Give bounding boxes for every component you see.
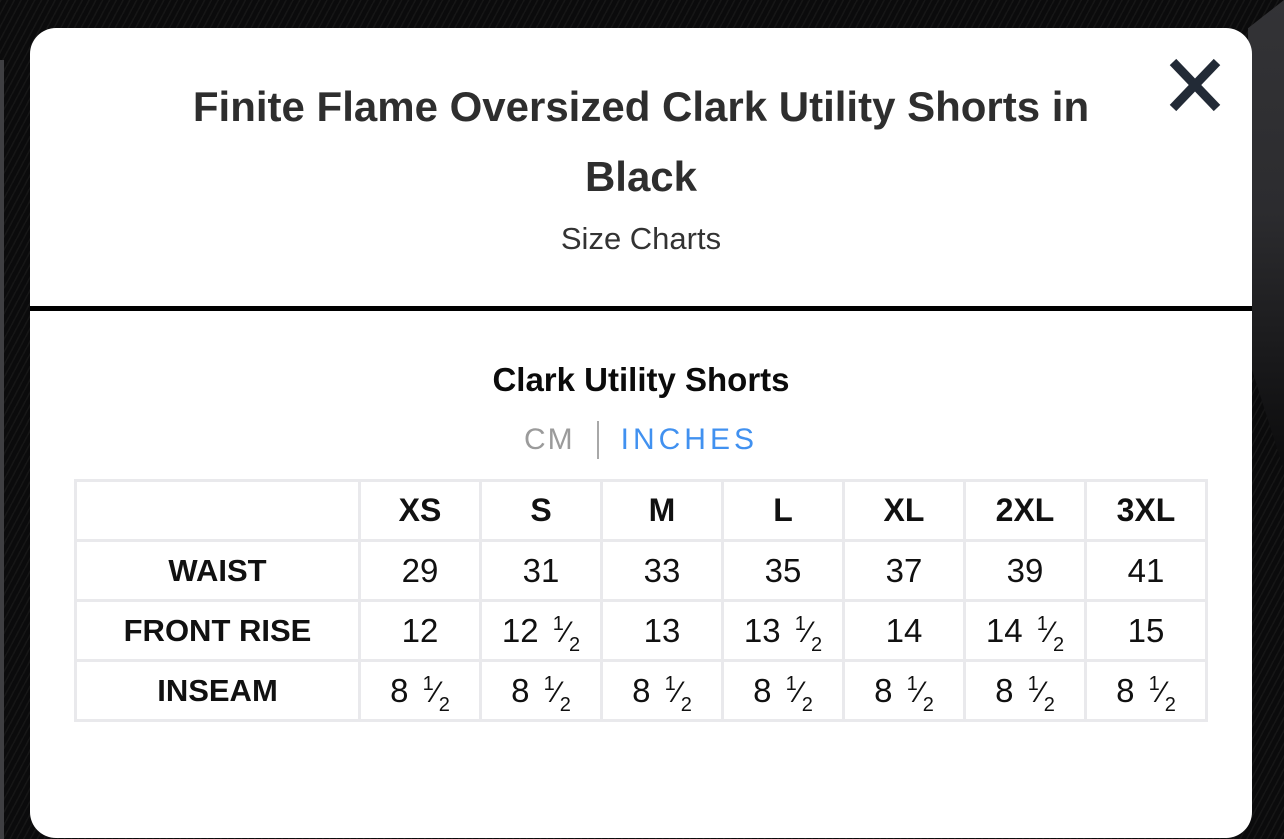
size-cell: 8 1⁄2 [482, 662, 600, 719]
unit-option-cm[interactable]: CM [523, 423, 575, 456]
modal-subtitle: Size Charts [560, 221, 722, 257]
size-cell: 37 [845, 542, 963, 599]
size-cell: 8 1⁄2 [724, 662, 842, 719]
size-cell: 31 [482, 542, 600, 599]
size-cell: 15 [1087, 602, 1205, 659]
measurement-row-label: INSEAM [77, 662, 358, 719]
fraction-one-half: 1⁄2 [1148, 672, 1176, 716]
size-cell: 33 [603, 542, 721, 599]
unit-option-inches[interactable]: INCHES [620, 423, 758, 456]
background-left-strip [0, 60, 4, 839]
size-table-head: XS S M L XL 2XL 3XL [77, 482, 1205, 539]
size-cell: 14 [845, 602, 963, 659]
measurement-row-label: FRONT RISE [77, 602, 358, 659]
size-cell: 8 1⁄2 [603, 662, 721, 719]
unit-toggle-separator [596, 421, 599, 459]
table-row: INSEAM 8 1⁄2 8 1⁄2 8 1⁄2 8 1⁄2 8 1⁄2 8 1⁄2 8 1⁄… [77, 662, 1205, 719]
unit-toggle: CM INCHES [30, 421, 1252, 459]
size-column-header: 2XL [966, 482, 1084, 539]
fraction-one-half: 1⁄2 [785, 672, 813, 716]
size-column-header: S [482, 482, 600, 539]
size-cell: 8 1⁄2 [966, 662, 1084, 719]
table-row: WAIST 29 31 33 35 37 39 41 [77, 542, 1205, 599]
size-chart-body: Clark Utility Shorts CM INCHES XS S M L XL 2X… [30, 361, 1252, 722]
table-corner-cell [77, 482, 358, 539]
size-chart-modal: Finite Flame Oversized Clark Utility Sho… [30, 28, 1252, 838]
size-cell: 14 1⁄2 [966, 602, 1084, 659]
size-cell: 29 [361, 542, 479, 599]
size-cell: 39 [966, 542, 1084, 599]
size-column-header: M [603, 482, 721, 539]
fraction-one-half: 1⁄2 [794, 612, 823, 656]
size-cell: 8 1⁄2 [845, 662, 963, 719]
fraction-one-half: 1⁄2 [1036, 612, 1065, 656]
size-cell: 13 1⁄2 [724, 602, 842, 659]
size-table-body: WAIST 29 31 33 35 37 39 41 FRONT RISE 12 12 1⁄2 13 1… [77, 542, 1205, 719]
close-button[interactable] [1166, 56, 1224, 114]
product-heading: Clark Utility Shorts [492, 361, 790, 398]
close-icon [1166, 58, 1224, 117]
size-column-header: XS [361, 482, 479, 539]
size-table: XS S M L XL 2XL 3XL WAIST 29 31 33 35 37 39 41 FRONT R… [74, 479, 1208, 722]
size-cell: 8 1⁄2 [361, 662, 479, 719]
size-cell: 35 [724, 542, 842, 599]
size-cell: 12 [361, 602, 479, 659]
size-cell: 41 [1087, 542, 1205, 599]
table-row: FRONT RISE 12 12 1⁄2 13 13 1⁄2 14 14 1⁄2 15 [77, 602, 1205, 659]
size-cell: 8 1⁄2 [1087, 662, 1205, 719]
size-column-header: XL [845, 482, 963, 539]
fraction-one-half: 1⁄2 [543, 672, 571, 716]
fraction-one-half: 1⁄2 [422, 672, 450, 716]
fraction-one-half: 1⁄2 [552, 612, 581, 656]
table-header-row: XS S M L XL 2XL 3XL [77, 482, 1205, 539]
modal-header: Finite Flame Oversized Clark Utility Sho… [30, 28, 1252, 306]
measurement-row-label: WAIST [77, 542, 358, 599]
fraction-one-half: 1⁄2 [906, 672, 934, 716]
fraction-one-half: 1⁄2 [1027, 672, 1055, 716]
size-column-header: 3XL [1087, 482, 1205, 539]
size-column-header: L [724, 482, 842, 539]
size-cell: 13 [603, 602, 721, 659]
fraction-one-half: 1⁄2 [664, 672, 692, 716]
size-cell: 12 1⁄2 [482, 602, 600, 659]
modal-title: Finite Flame Oversized Clark Utility Sho… [192, 83, 1090, 200]
header-divider [30, 306, 1252, 311]
